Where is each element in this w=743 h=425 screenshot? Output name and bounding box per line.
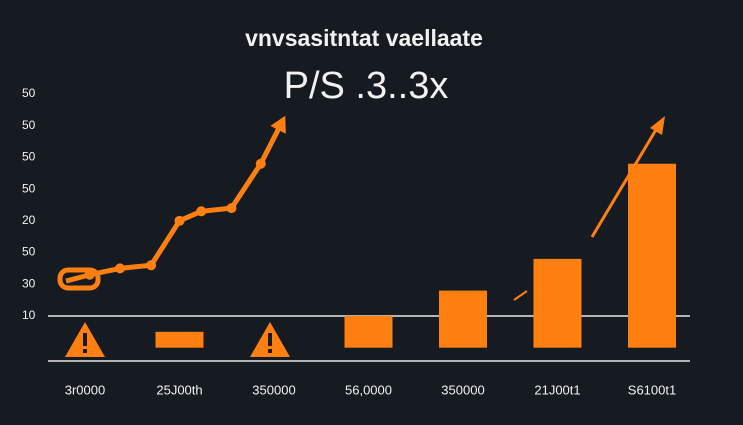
y-tick-label: 30 <box>22 276 36 290</box>
chart-title: vnvsasitntat vaellaate <box>245 25 483 51</box>
bar <box>344 315 393 348</box>
bar <box>155 331 204 348</box>
y-tick-label: 50 <box>22 150 36 164</box>
x-tick-label: 21J00t1 <box>534 382 580 397</box>
trend-dash <box>513 290 528 301</box>
x-tick-label: 56,0000 <box>345 382 392 397</box>
x-tick-label: 350000 <box>441 382 484 397</box>
trend-arrow <box>590 127 659 238</box>
warning-icon <box>250 322 290 357</box>
y-tick-label: 50 <box>22 245 36 259</box>
y-tick-label: 50 <box>22 86 36 100</box>
y-tick-label: 50 <box>22 181 36 195</box>
x-tick-label: 25J00th <box>156 382 202 397</box>
line-point <box>146 260 157 271</box>
y-tick-label: 20 <box>22 213 36 227</box>
x-tick-label: 350000 <box>252 382 295 397</box>
x-tick-label: S6100t1 <box>628 382 676 397</box>
bar <box>628 163 676 348</box>
line-point <box>84 269 95 280</box>
line-start-marker <box>57 267 101 291</box>
trend-arrowhead <box>650 116 665 135</box>
y-tick-label: 10 <box>22 308 36 322</box>
line-point <box>114 263 125 274</box>
line-point <box>196 206 207 217</box>
line-point <box>255 158 266 169</box>
line-point <box>226 203 237 214</box>
warning-icon <box>65 322 105 357</box>
arrowhead <box>270 115 286 134</box>
chart-subtitle: P/S .3..3x <box>284 65 449 107</box>
x-tick-label: 3r0000 <box>65 382 105 397</box>
y-tick-label: 50 <box>22 118 36 132</box>
bar <box>439 290 487 348</box>
line-point <box>174 215 185 226</box>
bar <box>533 258 582 348</box>
